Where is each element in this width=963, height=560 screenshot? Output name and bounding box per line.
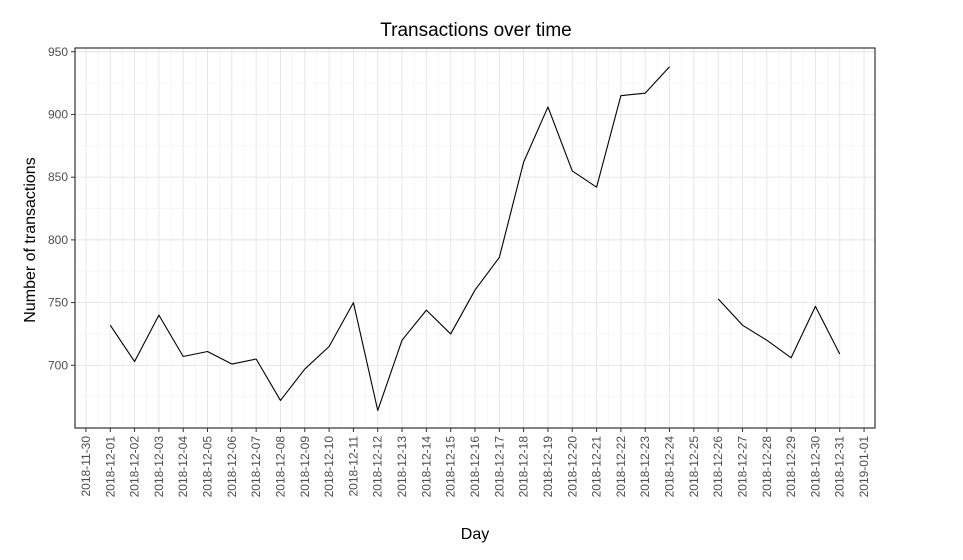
x-tick-label: 2018-12-21 (590, 436, 604, 498)
y-tick-label: 900 (48, 107, 68, 121)
x-tick-label: 2018-12-04 (176, 436, 190, 498)
x-tick-label: 2018-12-03 (152, 436, 166, 498)
x-tick-label: 2018-12-27 (735, 436, 749, 498)
x-tick-label: 2018-12-16 (468, 436, 482, 498)
x-tick-label: 2018-12-17 (492, 436, 506, 498)
x-tick-label: 2018-12-15 (444, 436, 458, 498)
y-tick-label: 700 (48, 358, 68, 372)
series-line (717, 298, 841, 359)
x-tick-label: 2018-12-02 (128, 436, 142, 498)
x-tick-label: 2018-12-28 (760, 436, 774, 498)
x-tick-label: 2018-12-13 (395, 436, 409, 498)
x-tick-label: 2018-12-22 (614, 436, 628, 498)
x-tick-label: 2018-12-06 (225, 436, 239, 498)
series-line (109, 66, 670, 411)
x-tick-label: 2018-12-05 (201, 436, 215, 498)
x-tick-label: 2018-12-01 (103, 436, 117, 498)
y-axis: 700 750 800 850 900 950 (48, 45, 75, 372)
x-tick-label: 2018-12-18 (517, 436, 531, 498)
y-tick-label: 950 (48, 45, 68, 59)
x-tick-label: 2018-12-30 (808, 436, 822, 498)
x-axis-title: Day (461, 526, 489, 543)
series-lines (109, 66, 841, 411)
x-tick-label: 2018-12-12 (371, 436, 385, 498)
chart-title: Transactions over time (380, 20, 571, 41)
x-tick-label: 2018-12-14 (419, 436, 433, 498)
x-tick-label: 2018-12-26 (711, 436, 725, 498)
x-tick-label: 2018-11-30 (79, 436, 93, 497)
x-tick-label: 2018-12-07 (249, 436, 263, 498)
x-axis: 2018-11-30 2018-12-01 2018-12-02 2018-12-03… (79, 428, 871, 497)
grid (75, 48, 875, 428)
y-axis-title: Number of transactions (22, 157, 39, 322)
x-tick-label: 2018-12-20 (565, 436, 579, 498)
y-tick-label: 800 (48, 233, 68, 247)
x-tick-label: 2018-12-19 (541, 436, 555, 498)
x-tick-label: 2018-12-29 (784, 436, 798, 498)
x-tick-label: 2018-12-11 (346, 436, 360, 497)
x-tick-label: 2018-12-31 (833, 436, 847, 498)
x-tick-label: 2018-12-25 (687, 436, 701, 498)
x-tick-label: 2018-12-08 (273, 436, 287, 498)
x-tick-label: 2018-12-09 (298, 436, 312, 498)
x-tick-label: 2018-12-23 (638, 436, 652, 498)
y-tick-label: 750 (48, 296, 68, 310)
y-tick-label: 850 (48, 170, 68, 184)
x-tick-label: 2018-12-10 (322, 436, 336, 498)
x-tick-label: 2019-01-01 (857, 436, 871, 498)
x-tick-label: 2018-12-24 (663, 436, 677, 498)
